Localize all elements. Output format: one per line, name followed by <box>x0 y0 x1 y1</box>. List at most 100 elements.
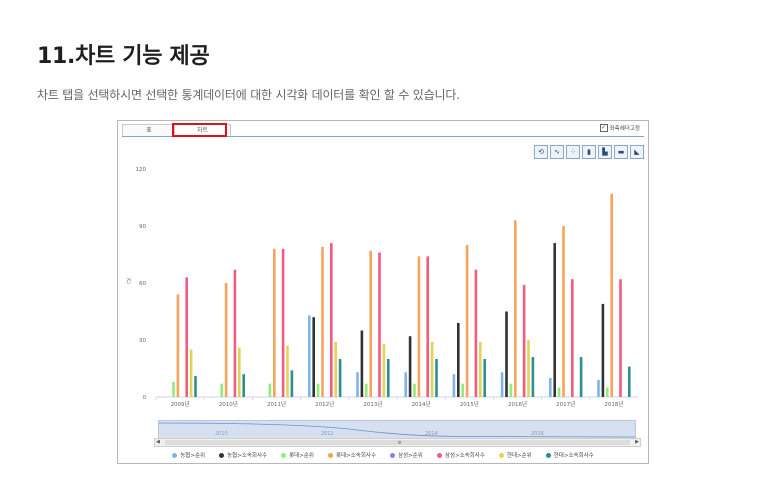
grip-icon[interactable]: ≡ <box>397 440 402 446</box>
legend-label: 현대>순위 <box>506 453 532 459</box>
fix-header-checkbox[interactable]: ✓ 좌측헤더고정 <box>599 124 640 132</box>
page-description: 차트 탭을 선택하시면 선택한 통계데이터에 대한 시각화 데이터를 확인 할 … <box>37 88 460 102</box>
bar <box>356 372 359 397</box>
area-chart-icon[interactable]: ◣ <box>630 145 644 159</box>
bar-chart-icon[interactable]: ▮ <box>582 145 596 159</box>
bar <box>176 294 180 397</box>
navigator-label: 2014 <box>425 431 438 437</box>
bar <box>483 359 486 397</box>
bar <box>531 357 535 397</box>
chart-navigator[interactable]: 2010 2012 2014 2016 <box>158 420 636 439</box>
bar <box>408 336 412 397</box>
navigator-label: 2016 <box>531 431 544 437</box>
x-tick-label: 2017년 <box>556 400 575 408</box>
legend-label: 롯데>순위 <box>289 453 314 459</box>
legend-label: 농협>순위 <box>180 453 206 459</box>
scatter-chart-icon[interactable]: ⁘ <box>566 145 580 159</box>
legend-item[interactable]: 농협>소속회사수 <box>219 451 267 459</box>
legend-dot-icon <box>281 452 287 458</box>
legend-dot-icon <box>498 452 504 458</box>
y-tick-label: 30 <box>139 338 146 344</box>
bar <box>514 220 517 397</box>
bar <box>619 279 622 397</box>
chart-legend: 농협>순위 농협>소속회사수 롯데>순위 롯데>소속회사수 삼성>순위 삼성>소속회사수 현… <box>118 451 648 459</box>
legend-dot-icon <box>545 452 551 458</box>
horizontal-bar-icon[interactable]: ▬ <box>614 145 628 159</box>
bar <box>233 269 237 397</box>
line-chart-icon[interactable]: ∿ <box>550 145 564 159</box>
bar <box>290 370 294 397</box>
legend-label: 삼성>소속회사수 <box>444 453 485 459</box>
bar <box>435 359 438 397</box>
checkbox-icon[interactable]: ✓ <box>599 124 608 132</box>
chart-scrollbar[interactable]: ◀ ≡ ▶ <box>154 438 641 447</box>
scroll-right-icon[interactable]: ▶ <box>635 439 639 445</box>
bar <box>509 383 513 397</box>
bar <box>360 330 364 397</box>
tab-chart-highlight <box>172 123 227 137</box>
bar <box>571 279 574 397</box>
bar <box>321 246 324 397</box>
chart-plot: 0 30 60 90 120 건 2009년 2010년 2011년 2012년 2013년 2014… <box>126 167 638 408</box>
bar <box>273 248 276 397</box>
bar <box>557 387 561 397</box>
chart-type-toolbar: ⟲ ∿ ⁘ ▮ ▙ ▬ ◣ <box>534 145 644 159</box>
legend-item[interactable]: 농협>순위 <box>172 451 205 459</box>
bar <box>238 347 241 397</box>
bar <box>382 343 386 397</box>
bar <box>404 372 407 397</box>
bar <box>579 357 583 397</box>
bar <box>413 383 416 397</box>
bar <box>417 256 421 397</box>
legend-item[interactable]: 현대>순위 <box>498 451 532 459</box>
refresh-icon[interactable]: ⟲ <box>534 145 548 159</box>
bar <box>430 341 434 397</box>
y-tick-label: 60 <box>139 281 146 287</box>
y-tick-label: 90 <box>139 224 146 230</box>
bar <box>479 341 482 397</box>
legend-dot-icon <box>390 452 395 458</box>
legend-label: 삼성>순위 <box>398 453 423 459</box>
legend-dot-icon <box>436 452 442 458</box>
legend-dot-icon <box>172 452 178 458</box>
bar <box>387 359 390 397</box>
bar <box>601 303 605 397</box>
y-tick-label: 120 <box>136 167 147 173</box>
stacked-bar-icon[interactable]: ▙ <box>598 145 612 159</box>
bar <box>172 381 175 397</box>
bar <box>505 311 508 397</box>
x-tick-label: 2010년 <box>219 400 238 408</box>
x-tick-label: 2018년 <box>604 400 623 408</box>
legend-item[interactable]: 삼성>소속회사수 <box>436 451 485 459</box>
bar <box>242 374 245 397</box>
x-tick-label: 2012년 <box>315 400 334 408</box>
bar <box>597 379 600 397</box>
bar <box>562 226 565 397</box>
y-tick-label: 0 <box>143 395 147 401</box>
scrollbar-thumb[interactable] <box>165 440 630 445</box>
x-tick-label: 2011년 <box>267 400 286 408</box>
bar <box>461 383 464 397</box>
x-tick-label: 2009년 <box>171 400 190 408</box>
fix-header-label: 좌측헤더고정 <box>609 126 640 132</box>
bar <box>312 317 315 397</box>
bar <box>334 341 337 397</box>
bar <box>194 376 197 397</box>
x-tick-label: 2013년 <box>363 400 382 408</box>
legend-item[interactable]: 롯데>소속회사수 <box>327 451 376 459</box>
legend-item[interactable]: 롯데>순위 <box>281 451 314 459</box>
bar <box>522 284 526 397</box>
bar <box>610 193 613 397</box>
scroll-left-icon[interactable]: ◀ <box>156 439 160 445</box>
bar <box>378 252 381 397</box>
navigator-line <box>159 422 635 438</box>
x-tick-label: 2015년 <box>460 400 479 408</box>
legend-item[interactable]: 삼성>순위 <box>390 451 423 459</box>
bar <box>369 250 372 397</box>
bar <box>553 243 556 397</box>
bar <box>330 243 333 397</box>
bar <box>308 315 311 397</box>
legend-item[interactable]: 현대>소속회사수 <box>545 451 594 459</box>
legend-label: 현대>소속회사수 <box>553 453 594 459</box>
bar <box>268 383 272 397</box>
